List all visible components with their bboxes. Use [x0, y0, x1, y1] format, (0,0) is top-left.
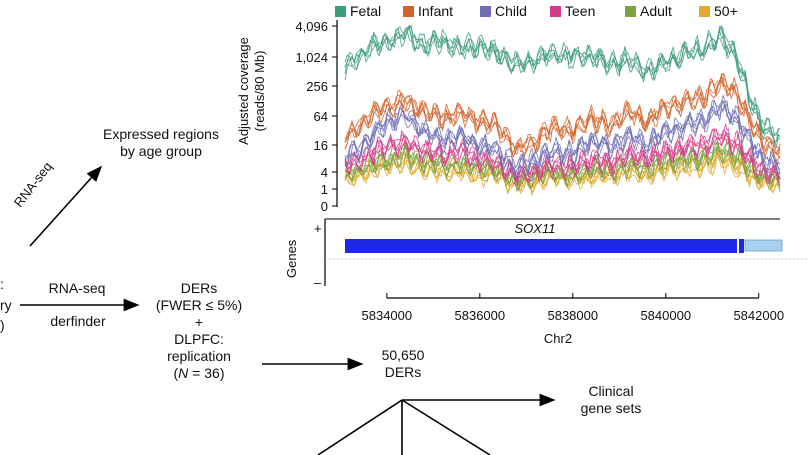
series-line-fetal — [344, 25, 781, 142]
legend-item-5: 50+ — [699, 3, 738, 19]
gene-name-label: SOX11 — [514, 221, 556, 236]
legend-label: Adult — [640, 3, 672, 19]
minus-strand-label: – — [314, 275, 322, 290]
legend: Fetal Infant Child Teen Adult 50+ — [335, 3, 805, 21]
left-cut-line-2: ry — [0, 297, 12, 313]
ytick-label: 4,096 — [295, 19, 328, 34]
ytick-label: 256 — [306, 79, 328, 94]
ytick-label: 16 — [314, 138, 328, 153]
legend-item-1: Infant — [403, 3, 453, 19]
series-line-child — [344, 105, 781, 177]
legend-swatch — [625, 5, 636, 17]
branch-left — [317, 399, 403, 455]
legend-item-0: Fetal — [335, 3, 381, 19]
clinical-gene-sets: Clinical gene sets — [580, 383, 642, 416]
series-line-child — [344, 101, 781, 174]
ytick-label: 64 — [314, 109, 328, 124]
left-cut-line-3: ) — [0, 317, 5, 333]
plus-strand-label: + — [314, 221, 322, 236]
legend-item-4: Adult — [625, 3, 672, 19]
legend-item-2: Child — [480, 3, 527, 19]
branch-right — [401, 399, 491, 455]
ytick-label: 0 — [321, 199, 328, 214]
series-line-fetal — [344, 28, 781, 149]
xtick-label: 5840000 — [640, 308, 692, 323]
legend-swatch — [403, 5, 414, 17]
legend-label: 50+ — [714, 3, 738, 19]
series-line-infant — [344, 77, 781, 165]
series-line-teen — [344, 123, 781, 188]
series-line-infant — [344, 76, 781, 159]
xtick-label: 5834000 — [361, 308, 413, 323]
legend-swatch — [480, 5, 491, 17]
gene-utr — [744, 239, 783, 252]
xaxis-label: Chr2 — [543, 331, 573, 346]
series-line-infant — [344, 72, 781, 159]
legend-label: Child — [495, 3, 527, 19]
ders-count: 50,650 DERs — [381, 347, 425, 380]
ytick-label: 4 — [321, 165, 328, 180]
series-line-child — [344, 99, 781, 177]
legend-label: Fetal — [350, 3, 382, 19]
legend-swatch — [699, 5, 710, 17]
series-line-fetal — [344, 25, 781, 140]
legend-swatch — [550, 5, 561, 17]
legend-item-3: Teen — [550, 3, 595, 19]
xtick-label: 5838000 — [547, 308, 599, 323]
ytick-label: 1 — [321, 182, 328, 197]
xtick-label: 5836000 — [454, 308, 506, 323]
left-cut-line-1: : — [0, 276, 4, 292]
gene-exon-small — [739, 239, 744, 253]
gene-exon-main — [345, 239, 737, 253]
ders-block: DERs (FWER ≤ 5%) + DLPFC: replication (N… — [155, 280, 243, 381]
legend-label: Teen — [565, 3, 596, 19]
genes-ylabel: Genes — [284, 239, 299, 278]
arrow-diagonal — [29, 165, 103, 247]
coverage-chart: 0 1 4 16 64 256 1,024 4,096 — [295, 19, 808, 299]
legend-label: Infant — [418, 3, 454, 19]
coverage-ylabel: Adjusted coverage (reads/80 Mb) — [236, 37, 267, 145]
expressed-regions-label: Expressed regions by age group — [103, 126, 219, 159]
derfinder-label: derfinder — [50, 313, 106, 329]
rnaseq-label: RNA-seq — [48, 280, 106, 296]
ytick-label: 1,024 — [295, 50, 328, 65]
xtick-label: 5842000 — [733, 308, 785, 323]
series-line-adult — [344, 143, 781, 192]
legend-swatch — [335, 5, 346, 17]
